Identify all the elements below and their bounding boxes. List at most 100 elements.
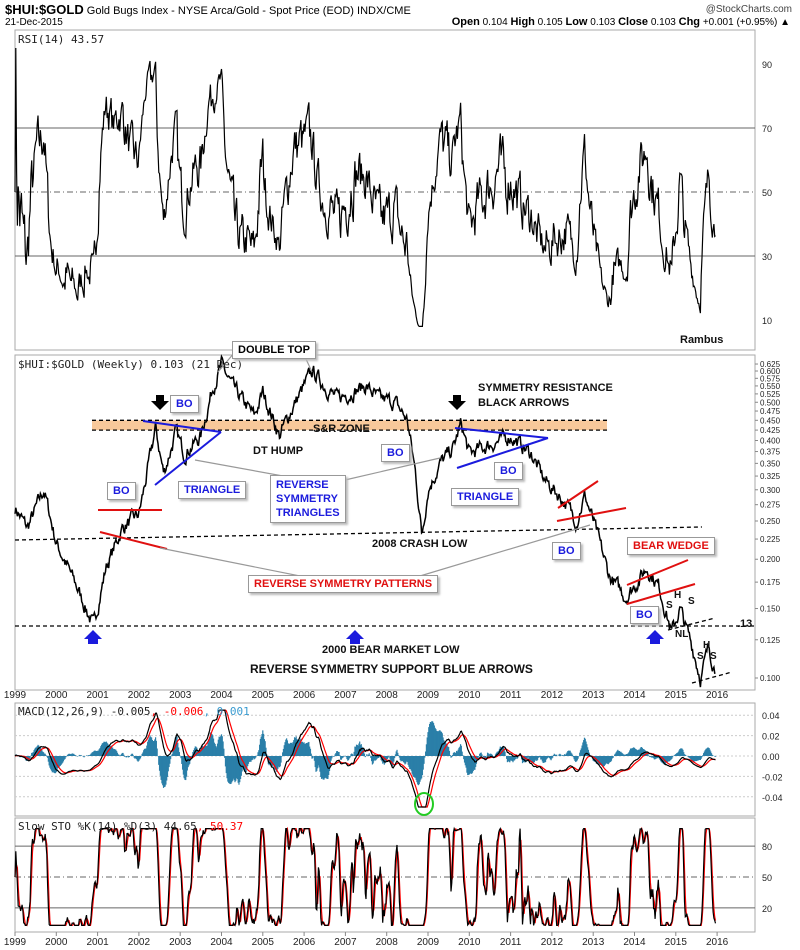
price-tick-label: 0.400 bbox=[760, 436, 781, 445]
bear-market-low-label: 2000 BEAR MARKET LOW bbox=[322, 644, 460, 656]
hs-s-label: S bbox=[666, 600, 673, 611]
hs-s-label: S bbox=[710, 651, 717, 662]
triangle-label: TRIANGLE bbox=[451, 488, 520, 506]
low-label: Low bbox=[565, 16, 588, 28]
macd-tick-label: 0.02 bbox=[762, 732, 780, 742]
year-label-bottom: 2015 bbox=[665, 937, 688, 948]
sto-tick-label: 20 bbox=[762, 904, 772, 914]
year-label-bottom: 2007 bbox=[334, 937, 357, 948]
sto-k-value: Slow STO %K(14) %D(3) 44.65 bbox=[18, 820, 197, 833]
macd-line bbox=[14, 709, 716, 808]
red-trendline bbox=[626, 559, 689, 586]
red-trendline bbox=[557, 480, 599, 509]
year-label-bottom: 2014 bbox=[623, 937, 646, 948]
price-tick-label: 0.225 bbox=[760, 535, 781, 544]
price-tick-label: 0.350 bbox=[760, 459, 781, 468]
year-label-bottom: 2006 bbox=[293, 937, 316, 948]
support-arrows-label: REVERSE SYMMETRY SUPPORT BLUE ARROWS bbox=[250, 662, 533, 676]
high-label: High bbox=[510, 16, 535, 28]
price-tick-label: 0.275 bbox=[760, 501, 781, 510]
triangle-label: TRIANGLE bbox=[178, 481, 247, 499]
year-label-mid: 2014 bbox=[623, 690, 646, 701]
crash-low-label: 2008 CRASH LOW bbox=[372, 538, 468, 550]
watermark: @StockCharts.com bbox=[705, 4, 792, 15]
price-line bbox=[14, 354, 716, 688]
blue-up-arrow-icon bbox=[646, 630, 664, 644]
bo-label: BO bbox=[381, 444, 410, 462]
year-label-mid: 2001 bbox=[86, 690, 109, 701]
open-label: Open bbox=[451, 16, 480, 28]
year-label-mid: 2011 bbox=[500, 690, 522, 701]
year-label-bottom: 2009 bbox=[417, 937, 440, 948]
rsi-tick-label: 50 bbox=[762, 188, 772, 198]
price-title: $HUI:$GOLD (Weekly) 0.103 (21 Dec) bbox=[18, 358, 244, 371]
dt-hump-label: DT HUMP bbox=[253, 445, 304, 457]
hs-neckline bbox=[667, 617, 716, 631]
callout-pointer bbox=[344, 457, 441, 481]
price-tick-label: 0.150 bbox=[760, 605, 781, 614]
year-label-bottom: 2002 bbox=[128, 937, 151, 948]
price-tick-label: 0.200 bbox=[760, 555, 781, 564]
black-arrows-label: BLACK ARROWS bbox=[478, 397, 570, 409]
open-value: 0.104 bbox=[482, 17, 508, 28]
close-label: Close bbox=[618, 16, 649, 28]
price-tick-label: 0.525 bbox=[760, 390, 781, 399]
triangle-trendline bbox=[456, 437, 549, 469]
year-label-mid: 1999 bbox=[4, 690, 27, 701]
year-label-bottom: 2005 bbox=[252, 937, 275, 948]
year-label-mid: 2006 bbox=[293, 690, 316, 701]
macd-histogram bbox=[15, 720, 717, 788]
rsi-tick-label: 90 bbox=[762, 60, 772, 70]
reverse-symmetry-triangles-label: REVERSE SYMMETRY TRIANGLES bbox=[270, 475, 346, 523]
chg-label: Chg bbox=[678, 16, 701, 28]
chg-value: +0.001 (+0.95%) bbox=[702, 17, 778, 28]
price-tick-label: 0.175 bbox=[760, 578, 781, 587]
level-13-label: .13 bbox=[737, 618, 753, 630]
year-label-bottom: 2008 bbox=[376, 937, 399, 948]
hs-s-label: S bbox=[697, 651, 704, 662]
price-tick-label: 0.425 bbox=[760, 426, 781, 435]
price-tick-label: 0.375 bbox=[760, 448, 781, 457]
rsi-line bbox=[14, 47, 716, 327]
ohlc-readout: Open 0.104 High 0.105 Low 0.103 Close 0.… bbox=[451, 16, 790, 28]
rst-line: REVERSE bbox=[276, 479, 329, 491]
reverse-symmetry-line bbox=[14, 526, 703, 541]
price-tick-label: 0.600 bbox=[760, 367, 781, 376]
hs-h-label: H bbox=[703, 640, 711, 651]
description: Gold Bugs Index - NYSE Arca/Gold - Spot … bbox=[86, 5, 411, 17]
year-label-mid: 2009 bbox=[417, 690, 440, 701]
triangle-trendline bbox=[154, 431, 222, 486]
year-label-mid: 2016 bbox=[706, 690, 729, 701]
sto-d-value: , 50.37 bbox=[196, 820, 244, 833]
low-value: 0.103 bbox=[590, 17, 616, 28]
double-top-label: DOUBLE TOP bbox=[232, 341, 316, 359]
rsi-title: RSI(14) 43.57 bbox=[18, 33, 105, 46]
sto-tick-label: 80 bbox=[762, 842, 772, 852]
price-tick-label: 0.125 bbox=[760, 636, 781, 645]
year-label-mid: 2008 bbox=[376, 690, 399, 701]
macd-hist-value: , 0.001 bbox=[203, 705, 250, 718]
sto-tick-label: 50 bbox=[762, 873, 772, 883]
macd-value: MACD(12,26,9) -0.005 bbox=[18, 705, 151, 718]
year-label-bottom: 2011 bbox=[500, 937, 522, 948]
blue-up-arrow-icon bbox=[84, 630, 102, 644]
year-label-mid: 2000 bbox=[45, 690, 68, 701]
bo-label: BO bbox=[494, 462, 523, 480]
symbol: $HUI:$GOLD bbox=[5, 2, 84, 17]
price-tick-label: 0.450 bbox=[760, 416, 781, 425]
symmetry-resistance-label: SYMMETRY RESISTANCE bbox=[478, 382, 613, 394]
macd-tick-label: 0.04 bbox=[762, 711, 780, 721]
price-tick-label: 0.500 bbox=[760, 398, 781, 407]
sr-zone-label: S&R ZONE bbox=[313, 423, 370, 435]
hs-h-label: H bbox=[674, 590, 682, 601]
year-label-mid: 2012 bbox=[541, 690, 564, 701]
price-tick-label: 0.300 bbox=[760, 486, 781, 495]
year-label-bottom: 2010 bbox=[458, 937, 481, 948]
rambus-label: Rambus bbox=[680, 334, 724, 346]
chart-date: 21-Dec-2015 bbox=[5, 17, 63, 28]
black-down-arrow-icon bbox=[448, 395, 466, 410]
year-label-mid: 2002 bbox=[128, 690, 151, 701]
bo-label: BO bbox=[630, 606, 659, 624]
sto-title: Slow STO %K(14) %D(3) 44.65, 50.37 bbox=[18, 820, 243, 833]
